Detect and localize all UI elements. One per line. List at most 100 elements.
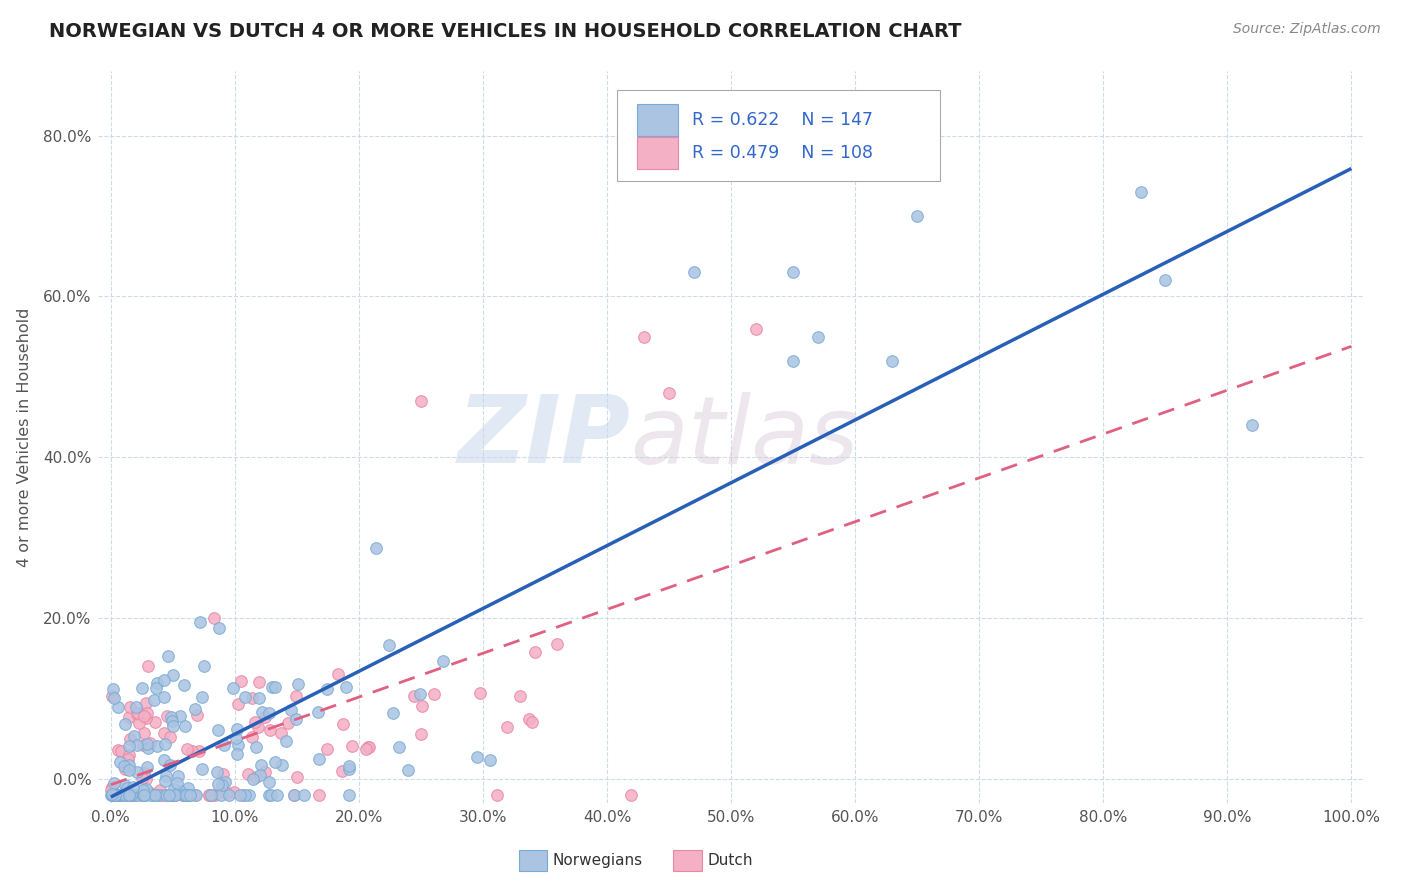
Point	[377, 638, 399, 652]
Point	[118, 747, 141, 762]
Point	[432, 654, 454, 668]
Point	[134, 726, 156, 740]
Point	[114, 716, 136, 731]
Point	[157, 788, 180, 802]
Point	[201, 788, 224, 802]
Point	[245, 739, 267, 754]
Point	[509, 689, 531, 703]
Point	[233, 788, 256, 802]
Point	[120, 788, 142, 802]
Point	[120, 788, 142, 802]
Point	[124, 788, 146, 802]
Point	[411, 698, 433, 713]
Point	[155, 769, 177, 783]
Point	[101, 780, 124, 794]
Point	[177, 788, 200, 802]
Point	[127, 765, 149, 780]
Point	[215, 786, 238, 800]
Point	[188, 744, 211, 758]
Point	[125, 699, 148, 714]
Point	[114, 788, 136, 802]
Point	[247, 690, 270, 705]
FancyBboxPatch shape	[617, 90, 941, 181]
Point	[190, 762, 212, 776]
Point	[176, 788, 198, 802]
Point	[108, 788, 131, 802]
Point	[132, 788, 155, 802]
Point	[402, 689, 425, 703]
Point	[108, 788, 131, 802]
Point	[127, 707, 149, 722]
Point	[240, 731, 263, 745]
Point	[117, 752, 139, 766]
Text: Dutch: Dutch	[707, 854, 752, 868]
Point	[243, 714, 266, 729]
Point	[247, 675, 270, 690]
Point	[166, 769, 188, 783]
Point	[159, 731, 181, 745]
Point	[100, 782, 122, 797]
Point	[104, 788, 127, 802]
Point	[782, 265, 804, 279]
Point	[257, 774, 280, 789]
Point	[153, 673, 176, 687]
Point	[136, 706, 159, 721]
Point	[132, 708, 155, 723]
Point	[181, 744, 204, 758]
Point	[118, 699, 141, 714]
Point	[132, 788, 155, 802]
Point	[174, 788, 197, 802]
Point	[111, 788, 134, 802]
Point	[257, 788, 280, 802]
Point	[478, 753, 501, 767]
Point	[254, 710, 277, 724]
Point	[658, 385, 681, 400]
Point	[262, 680, 284, 694]
Point	[165, 788, 187, 802]
Point	[247, 721, 270, 735]
Point	[131, 788, 153, 802]
Point	[807, 329, 830, 343]
Point	[470, 686, 492, 700]
Point	[238, 788, 260, 802]
Point	[307, 705, 329, 719]
Point	[214, 774, 236, 789]
Point	[166, 776, 188, 790]
Point	[128, 716, 150, 731]
Point	[157, 788, 180, 802]
Point	[107, 788, 129, 802]
Point	[486, 788, 509, 802]
Point	[135, 711, 157, 725]
Point	[100, 788, 122, 802]
Point	[340, 739, 363, 753]
Point	[240, 691, 263, 706]
Point	[124, 788, 146, 802]
Point	[163, 788, 186, 802]
Point	[131, 782, 153, 797]
Point	[496, 720, 519, 734]
Point	[218, 788, 240, 802]
Point	[159, 788, 181, 802]
Point	[274, 734, 297, 748]
Point	[155, 737, 177, 751]
Point	[198, 788, 221, 802]
Point	[207, 723, 229, 737]
Point	[134, 788, 156, 802]
Point	[224, 785, 246, 799]
Point	[115, 781, 138, 796]
Point	[121, 788, 143, 802]
Point	[356, 742, 378, 756]
Point	[520, 715, 543, 730]
Point	[146, 675, 169, 690]
Point	[143, 714, 166, 729]
Point	[283, 788, 305, 802]
Point	[103, 682, 125, 697]
Point	[337, 759, 360, 773]
Point	[184, 788, 207, 802]
Point	[283, 788, 305, 802]
Point	[205, 764, 228, 779]
Point	[337, 788, 360, 802]
Point	[134, 766, 156, 780]
Point	[257, 706, 280, 721]
Point	[250, 706, 273, 720]
